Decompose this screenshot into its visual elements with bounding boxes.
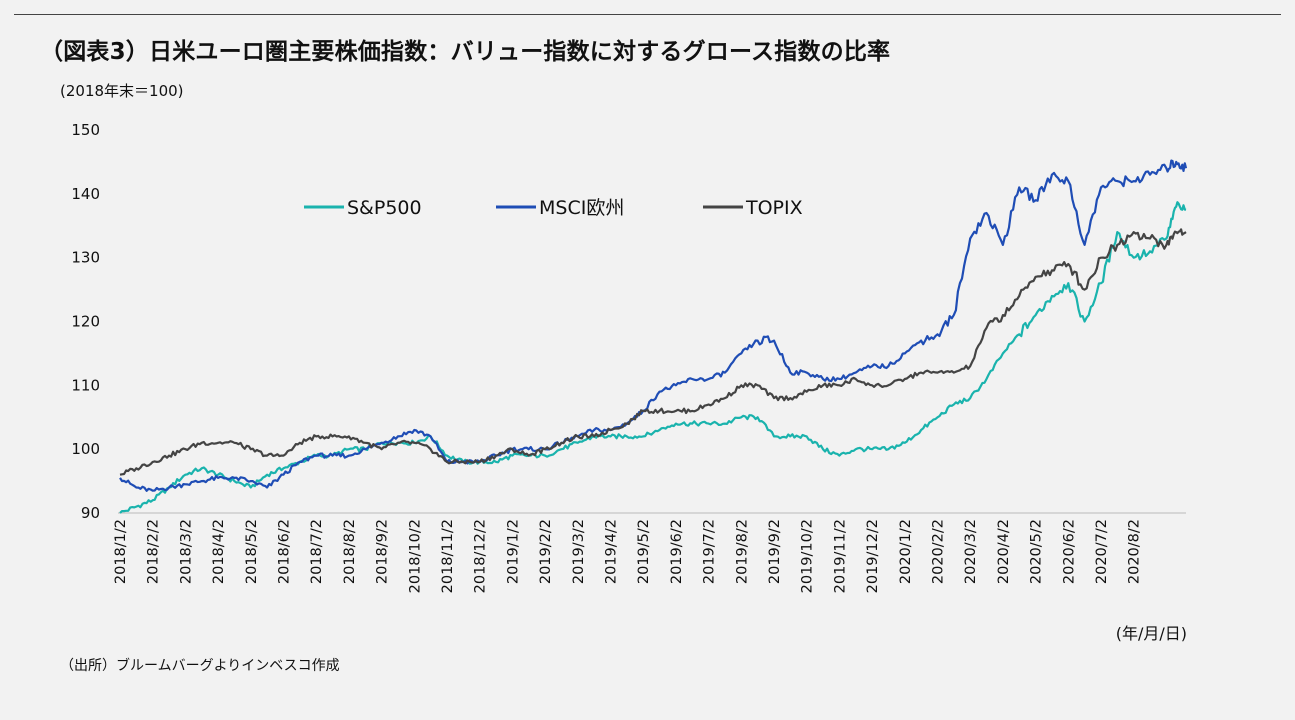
x-tick-label: 2018/12/2 xyxy=(473,519,489,593)
x-tick-label: 2019/2/2 xyxy=(538,519,554,584)
x-tick-label: 2018/1/2 xyxy=(113,519,129,584)
x-tick-label: 2019/10/2 xyxy=(800,519,816,593)
x-tick-label: 2020/6/2 xyxy=(1061,519,1077,584)
x-tick-label: 2018/3/2 xyxy=(178,519,194,584)
x-axis: 2018/1/2 2018/2/2 2018/3/2 2018/4/2 2018/5/2… xyxy=(113,512,1186,593)
x-tick-label: 2020/2/2 xyxy=(930,519,946,584)
y-unit-note: (2018年末＝100) xyxy=(60,82,184,100)
x-tick-label: 2018/2/2 xyxy=(146,519,162,584)
x-tick-label: 2020/5/2 xyxy=(1029,519,1045,584)
chart-title: （図表3）日米ユーロ圏主要株価指数：バリュー指数に対するグロース指数の比率 xyxy=(40,39,891,65)
x-tick-label: 2019/3/2 xyxy=(571,519,587,584)
x-tick-label: 2018/8/2 xyxy=(342,519,358,584)
x-tick-label: 2020/8/2 xyxy=(1127,519,1143,584)
legend-label-0: S&P500 xyxy=(347,197,422,219)
y-axis: 90 100 110 120 130 140 150 xyxy=(71,121,100,522)
series-line-1 xyxy=(119,159,1188,492)
x-tick-label: 2018/5/2 xyxy=(244,519,260,584)
x-tick-label: 2019/1/2 xyxy=(505,519,521,584)
x-tick-label: 2020/7/2 xyxy=(1094,519,1110,584)
x-tick-label: 2018/7/2 xyxy=(309,519,325,584)
y-tick-label: 130 xyxy=(71,249,100,267)
x-tick-label: 2019/11/2 xyxy=(832,519,848,593)
y-tick-label: 90 xyxy=(81,504,100,522)
x-tick-label: 2018/10/2 xyxy=(407,519,423,593)
x-tick-label: 2018/4/2 xyxy=(211,519,227,584)
x-tick-label: 2019/8/2 xyxy=(734,519,750,584)
x-tick-label: 2019/7/2 xyxy=(702,519,718,584)
x-tick-label: 2020/4/2 xyxy=(996,519,1012,584)
y-tick-label: 110 xyxy=(71,376,100,394)
y-tick-label: 100 xyxy=(71,440,100,458)
legend-label-2: TOPIX xyxy=(745,197,803,219)
x-tick-label: 2019/5/2 xyxy=(636,519,652,584)
series-line-0 xyxy=(119,201,1187,514)
y-tick-label: 120 xyxy=(71,313,100,331)
legend-label-1: MSCI欧州 xyxy=(539,197,624,219)
x-tick-label: 2019/6/2 xyxy=(669,519,685,584)
x-tick-label: 2020/3/2 xyxy=(963,519,979,584)
x-tick-label: 2020/1/2 xyxy=(898,519,914,584)
top-rule xyxy=(14,14,1281,15)
series-lines xyxy=(119,159,1188,514)
x-tick-label: 2019/4/2 xyxy=(603,519,619,584)
y-tick-label: 150 xyxy=(71,121,100,139)
series-line-2 xyxy=(119,228,1187,476)
x-tick-label: 2018/9/2 xyxy=(375,519,391,584)
y-tick-label: 140 xyxy=(71,185,100,203)
source-note: （出所）ブルームバーグよりインベスコ作成 xyxy=(60,658,340,674)
x-tick-label: 2019/9/2 xyxy=(767,519,783,584)
x-axis-format-note: (年/月/日) xyxy=(1115,624,1187,643)
x-tick-label: 2019/12/2 xyxy=(865,519,881,593)
legend: S&P500 MSCI欧州 TOPIX xyxy=(304,197,803,219)
x-tick-label: 2018/11/2 xyxy=(440,519,456,593)
x-tick-label: 2018/6/2 xyxy=(276,519,292,584)
